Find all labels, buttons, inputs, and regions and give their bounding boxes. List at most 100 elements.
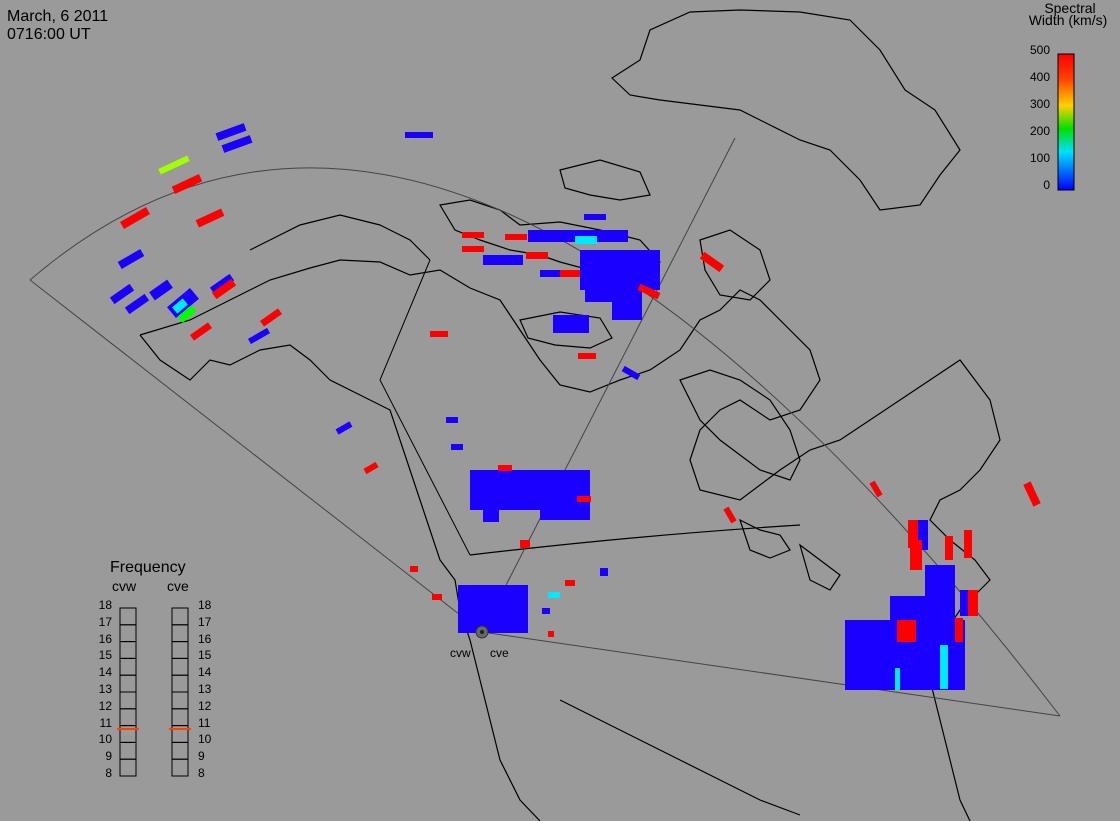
scatter-cell [723, 506, 737, 524]
scatter-cell [498, 465, 512, 471]
frequency-cell [119, 758, 137, 777]
frequency-cell [171, 758, 189, 777]
date-label: March, 6 2011 [7, 8, 109, 25]
scatter-cell [158, 155, 190, 175]
scatter-cell [446, 417, 458, 423]
scatter-cell [195, 208, 225, 228]
frequency-tick-right: 16 [198, 631, 212, 646]
scatter-cell [215, 123, 247, 141]
scatter-cell [483, 510, 499, 522]
frequency-tick-left: 14 [98, 665, 112, 680]
scatter-cell [584, 214, 606, 220]
frequency-tick-right: 18 [198, 598, 212, 612]
scatter-cell [209, 273, 235, 295]
scatter-cell [363, 461, 379, 475]
frequency-tick-right: 17 [198, 614, 212, 629]
scatter-cell [221, 135, 253, 153]
scatter-cell [462, 232, 484, 238]
boundaries [379, 259, 471, 556]
scatter-cell [189, 322, 213, 341]
frequency-tick-right: 12 [198, 698, 212, 713]
colorbar-title-line2: Width (km/s) [1028, 12, 1108, 28]
scatter-cell [565, 580, 575, 586]
scatter-cell [109, 283, 135, 305]
frequency-tick-right: 9 [198, 749, 205, 764]
scatter-cell [1023, 481, 1041, 507]
scatter-cell [120, 207, 150, 229]
scatter-cell [171, 174, 203, 194]
frequency-tick-left: 10 [98, 732, 112, 747]
frequency-tick-left: 17 [98, 614, 112, 629]
scatter-cell [124, 293, 150, 315]
frequency-tick-right: 10 [198, 732, 212, 747]
colorbar-tick-400: 400 [1030, 70, 1051, 84]
scatter-cell [895, 668, 903, 690]
scatter-cell [117, 249, 145, 269]
frequency-tick-right: 14 [198, 665, 212, 680]
scatter-cell [458, 585, 528, 633]
scatter-cell [462, 246, 484, 252]
scatter-cell [699, 251, 725, 273]
frequency-tick-left: 9 [105, 749, 112, 764]
site-label-cvw: cvw [450, 646, 471, 660]
radar-sites [475, 625, 489, 639]
scatter-cell [945, 536, 953, 560]
scatter-cell [612, 290, 642, 320]
scatter-cell [540, 270, 562, 277]
frequency-tick-left: 15 [98, 648, 112, 663]
scatter-cell [910, 540, 922, 570]
time-label: 0716:00 UT [7, 26, 91, 43]
frequency-boxes [117, 607, 191, 777]
colorbar-tick-100: 100 [1030, 151, 1051, 165]
scatter-cells [109, 123, 1041, 690]
frequency-cvw-label: cvw [112, 578, 137, 594]
colorbar-title-line1: Spectral [1044, 0, 1096, 16]
scatter-cell [548, 631, 554, 637]
scatter-cell [526, 252, 548, 259]
scatter-cell [560, 270, 582, 277]
scatter-cell [553, 315, 589, 333]
colorbar-tick-300: 300 [1030, 97, 1051, 111]
frequency-tick-right: 15 [198, 648, 212, 663]
scatter-cell [247, 327, 271, 345]
scatter-cell [432, 594, 442, 600]
scatter-cell [410, 566, 418, 572]
frequency-tick-left: 18 [98, 598, 112, 612]
scatter-cell [897, 620, 909, 642]
scatter-cell [172, 298, 188, 314]
scatter-cell [430, 331, 448, 337]
colorbar-tick-0: 0 [1043, 178, 1050, 192]
scatter-cell [548, 592, 560, 598]
scatter-cell [580, 250, 660, 290]
frequency-tick-right: 11 [198, 715, 211, 730]
scatter-cell [177, 305, 197, 323]
frequency-tick-left: 12 [98, 698, 112, 713]
scatter-cell [964, 530, 972, 558]
scatter-cell [900, 668, 914, 690]
scatter-cell [860, 665, 870, 689]
scatter-cell [621, 365, 641, 381]
scatter-cell [955, 618, 963, 642]
scatter-cell [869, 480, 883, 498]
scatter-cell [600, 568, 608, 576]
scatter-cell [918, 520, 928, 550]
scatter-cell [968, 590, 978, 616]
frequency-tick-right: 8 [198, 766, 205, 780]
frequency-tick-right: 13 [198, 682, 212, 696]
scatter-cell [908, 620, 916, 642]
scatter-cell [542, 608, 550, 614]
scatter-cell [637, 283, 661, 300]
scatter-cell [211, 278, 237, 300]
field-of-view [29, 137, 1061, 717]
frequency-tick-left: 16 [98, 631, 112, 646]
frequency-title: Frequency [110, 559, 186, 576]
frequency-tick-left: 11 [99, 715, 112, 730]
scatter-cell [259, 308, 283, 327]
scatter-cell [335, 421, 353, 435]
frequency-tick-left: 8 [105, 766, 112, 780]
frequency-cve-label: cve [167, 578, 189, 594]
colorbar-tick-500: 500 [1030, 43, 1051, 57]
scatter-cell [451, 444, 463, 450]
scatter-cell [505, 234, 527, 240]
